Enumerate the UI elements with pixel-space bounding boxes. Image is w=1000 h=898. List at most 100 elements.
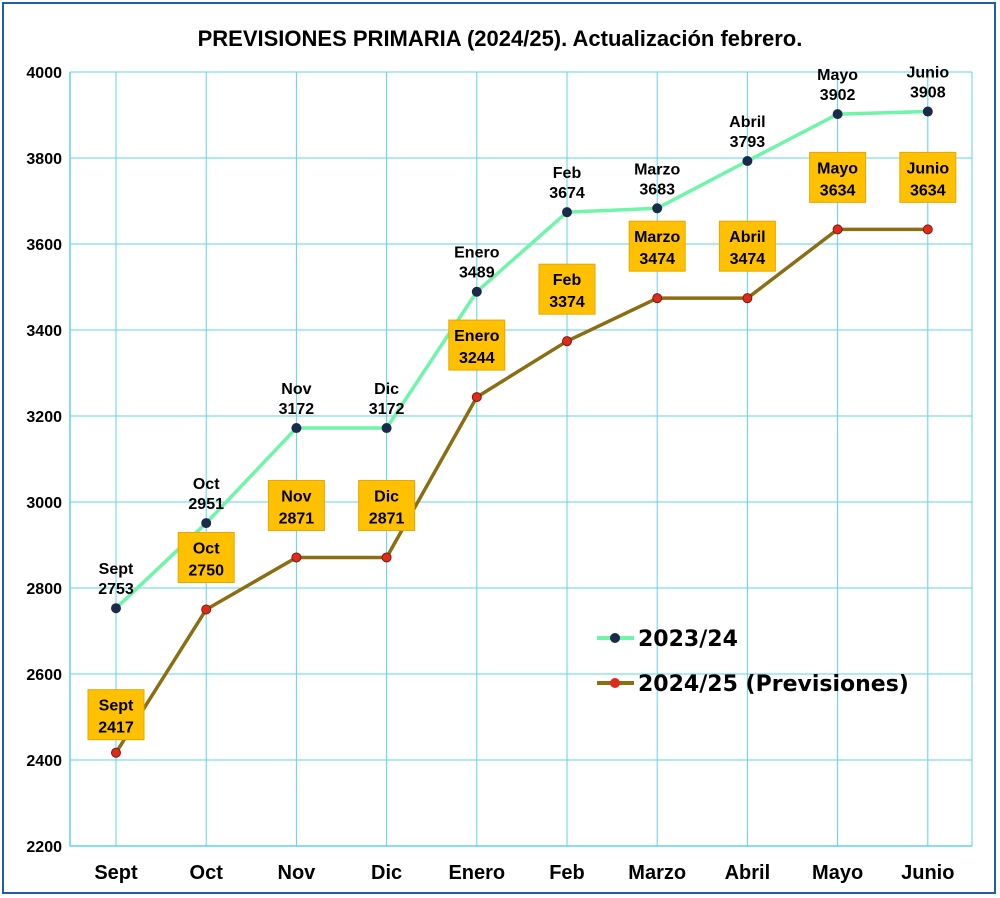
data-label-category: Abril [729,114,765,131]
x-tick-label: Junio [901,862,954,884]
x-tick-label: Mayo [812,862,863,884]
point-2023-24 [742,156,753,167]
data-label-value: 3793 [730,134,766,151]
data-label-box [899,151,957,203]
data-label-box [448,319,506,371]
x-tick-label: Abril [725,862,771,884]
point-2023-24 [832,109,843,120]
data-label-category: Marzo [634,161,680,178]
y-tick-label: 3200 [26,409,62,426]
y-tick-label: 2400 [26,753,62,770]
legend-marker [610,633,620,643]
legend: 2023/24 2024/25 (Previsiones) [597,627,909,697]
data-label-box [718,220,776,272]
data-label-category: Sept [99,698,134,715]
data-label-value: 3902 [820,87,856,104]
data-label-category: Nov [281,381,311,398]
point-2023-24 [381,423,392,434]
data-label-value: 3634 [910,182,946,199]
point-2024-25 [291,552,302,563]
y-tick-label: 3800 [26,151,62,168]
data-label-category: Dic [374,488,399,505]
point-2024-25 [471,392,482,403]
y-tick-label: 3000 [26,495,62,512]
data-label-value: 3634 [820,182,856,199]
point-2024-25 [562,336,572,347]
data-label-category: Feb [553,272,582,289]
data-label-value: 3172 [279,401,315,418]
data-label-box [809,151,867,203]
series-line-2024-25 [114,227,928,754]
data-label-box [358,479,416,531]
data-label-category: Dic [374,381,399,398]
point-2023-24 [471,286,482,297]
data-label-box [628,220,686,272]
data-label-value: 3374 [549,294,585,311]
data-label-box [87,689,145,741]
x-tick-label: Oct [190,862,224,884]
legend-label: 2023/24 [638,627,738,652]
x-tick-label: Feb [549,862,585,884]
data-label-category: Oct [193,541,220,558]
data-labels: Sept 2753 Oct 2951 Nov 3172 Dic 3172 Enero 3489 Fe… [87,65,957,741]
data-label-category: Enero [454,245,500,262]
point-2023-24 [201,518,212,529]
point-2024-25 [922,224,933,235]
point-2024-25 [201,604,212,615]
data-label-category: Junio [906,65,949,82]
x-axis: Sept Oct Nov Dic Enero Feb Marzo Abril Mayo Junio [94,862,954,884]
data-label-value: 3474 [639,251,675,268]
x-tick-label: Nov [278,862,317,884]
point-2023-24 [652,203,663,214]
data-label-value: 2871 [279,510,315,527]
data-label-category: Oct [193,476,220,493]
point-2024-25 [742,293,753,304]
data-label-value: 3683 [639,181,675,198]
x-tick-label: Marzo [628,862,686,884]
data-label-category: Mayo [817,67,858,84]
x-tick-label: Enero [448,862,505,884]
data-label-category: Junio [906,160,949,177]
chart-title: PREVISIONES PRIMARIA (2024/25). Actualiz… [198,26,803,51]
x-tick-label: Sept [94,862,138,884]
data-label-category: Nov [281,488,311,505]
y-tick-label: 2200 [26,839,62,856]
data-label-value: 2753 [98,581,134,598]
data-label-value: 2750 [188,563,224,580]
legend-marker [610,678,620,688]
data-label-value: 3474 [730,251,766,268]
data-label-box [267,479,325,531]
y-tick-label: 3400 [26,323,62,340]
legend-label: 2024/25 (Previsiones) [638,672,909,697]
point-2023-24 [111,603,121,614]
grid [69,71,973,847]
point-2024-25 [111,747,121,758]
point-2023-24 [291,423,302,434]
data-label-value: 2871 [369,510,405,527]
series-lines [111,106,933,758]
y-tick-label: 3600 [26,237,62,254]
data-label-value: 3674 [549,185,585,202]
data-label-category: Sept [99,561,134,578]
data-label-category: Mayo [817,160,858,177]
data-label-box [177,532,235,583]
data-label-category: Abril [729,229,765,246]
y-tick-label: 4000 [26,65,62,82]
data-label-category: Enero [454,328,500,345]
y-tick-label: 2600 [26,667,62,684]
data-label-value: 3908 [910,85,946,102]
y-axis: 2200 2400 2600 2800 3000 3200 3400 3600 3800 4000 [26,65,62,856]
data-label-value: 2417 [98,720,134,737]
data-label-box [538,263,596,315]
point-2024-25 [832,224,843,235]
data-label-category: Feb [553,165,582,182]
point-2023-24 [562,207,572,218]
y-tick-label: 2800 [26,581,62,598]
point-2024-25 [652,293,663,304]
point-2023-24 [922,106,933,117]
data-label-value: 2951 [188,496,224,513]
data-label-value: 3244 [459,350,495,367]
data-label-value: 3172 [369,401,405,418]
